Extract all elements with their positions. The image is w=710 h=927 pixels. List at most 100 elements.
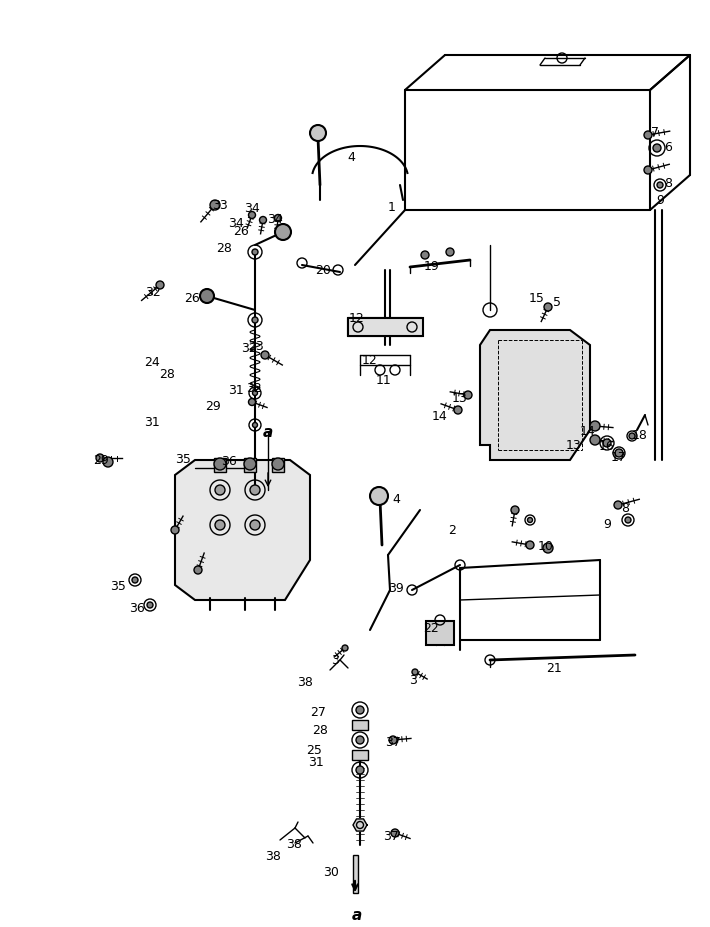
Circle shape (210, 200, 220, 210)
Circle shape (250, 485, 260, 495)
Circle shape (644, 166, 652, 174)
Text: 4: 4 (392, 492, 400, 505)
Text: a: a (352, 908, 362, 923)
Text: 1: 1 (388, 200, 396, 213)
Circle shape (629, 433, 635, 439)
Text: 34: 34 (228, 217, 244, 230)
Bar (347, 318, 422, 336)
Text: 13: 13 (566, 438, 582, 451)
Text: 18: 18 (632, 428, 648, 441)
Bar (244, 458, 256, 472)
Text: 31: 31 (228, 384, 244, 397)
Text: 35: 35 (110, 579, 126, 592)
Circle shape (653, 144, 661, 152)
Circle shape (342, 645, 348, 651)
Bar (426, 621, 454, 645)
Text: 25: 25 (306, 743, 322, 756)
Text: 16: 16 (599, 439, 615, 452)
Circle shape (103, 457, 113, 467)
Text: 7: 7 (651, 125, 659, 138)
Circle shape (464, 391, 472, 399)
Polygon shape (480, 330, 590, 460)
Bar (352, 720, 368, 730)
Text: 37: 37 (385, 735, 401, 748)
Circle shape (310, 125, 326, 141)
Text: 28: 28 (159, 367, 175, 380)
Circle shape (370, 487, 388, 505)
Text: 30: 30 (323, 867, 339, 880)
Circle shape (421, 251, 429, 259)
Circle shape (253, 390, 258, 396)
Text: 27: 27 (310, 706, 326, 719)
Text: 13: 13 (452, 391, 468, 404)
Text: 38: 38 (297, 677, 313, 690)
Text: 32: 32 (241, 341, 257, 354)
Polygon shape (175, 460, 310, 600)
Text: 28: 28 (216, 242, 232, 255)
Circle shape (200, 289, 214, 303)
Text: 21: 21 (546, 662, 562, 675)
Circle shape (194, 566, 202, 574)
Circle shape (250, 520, 260, 530)
Circle shape (544, 303, 552, 311)
Text: 32: 32 (145, 286, 161, 298)
Text: 17: 17 (611, 451, 627, 464)
Text: 8: 8 (664, 176, 672, 189)
Text: 10: 10 (538, 540, 554, 552)
Circle shape (657, 182, 663, 188)
Circle shape (272, 458, 284, 470)
Circle shape (625, 517, 631, 523)
Text: 8: 8 (621, 502, 629, 515)
Text: 29: 29 (205, 400, 221, 413)
Text: 36: 36 (129, 603, 145, 616)
Text: 36: 36 (221, 454, 237, 467)
Text: 19: 19 (424, 260, 440, 273)
Text: 20: 20 (315, 264, 331, 277)
Text: 39: 39 (388, 581, 404, 594)
Text: 37: 37 (383, 830, 399, 843)
Circle shape (275, 224, 291, 240)
Circle shape (252, 249, 258, 255)
Circle shape (248, 399, 256, 405)
Text: 4: 4 (347, 150, 355, 163)
Text: 26: 26 (184, 293, 200, 306)
Text: a: a (263, 425, 273, 439)
Circle shape (644, 131, 652, 139)
Text: 9: 9 (603, 518, 611, 531)
Text: 38: 38 (265, 849, 281, 862)
Polygon shape (352, 855, 358, 893)
Bar (352, 750, 368, 760)
Text: 34: 34 (244, 201, 260, 214)
Text: 14: 14 (580, 425, 596, 438)
Text: 11: 11 (376, 375, 392, 387)
Circle shape (147, 602, 153, 608)
Circle shape (215, 485, 225, 495)
Text: 5: 5 (553, 297, 561, 310)
Text: 29: 29 (93, 453, 109, 466)
Circle shape (356, 736, 364, 744)
Circle shape (215, 520, 225, 530)
Circle shape (526, 541, 534, 549)
Circle shape (511, 506, 519, 514)
Circle shape (253, 423, 258, 427)
Text: 12: 12 (362, 354, 378, 367)
Circle shape (259, 217, 266, 223)
Text: 26: 26 (233, 224, 249, 237)
Text: 3: 3 (331, 654, 339, 667)
Text: 6: 6 (664, 141, 672, 154)
Text: 2: 2 (448, 525, 456, 538)
Text: 23: 23 (248, 340, 264, 353)
Text: 15: 15 (529, 291, 545, 304)
Text: 34: 34 (267, 212, 283, 225)
Circle shape (248, 211, 256, 219)
Text: 12: 12 (349, 311, 365, 324)
Circle shape (614, 501, 622, 509)
Bar (272, 458, 284, 472)
Circle shape (391, 829, 399, 837)
Circle shape (603, 439, 611, 447)
Circle shape (590, 435, 600, 445)
Circle shape (615, 449, 623, 457)
Circle shape (156, 281, 164, 289)
Text: 24: 24 (144, 355, 160, 369)
Circle shape (528, 517, 532, 523)
